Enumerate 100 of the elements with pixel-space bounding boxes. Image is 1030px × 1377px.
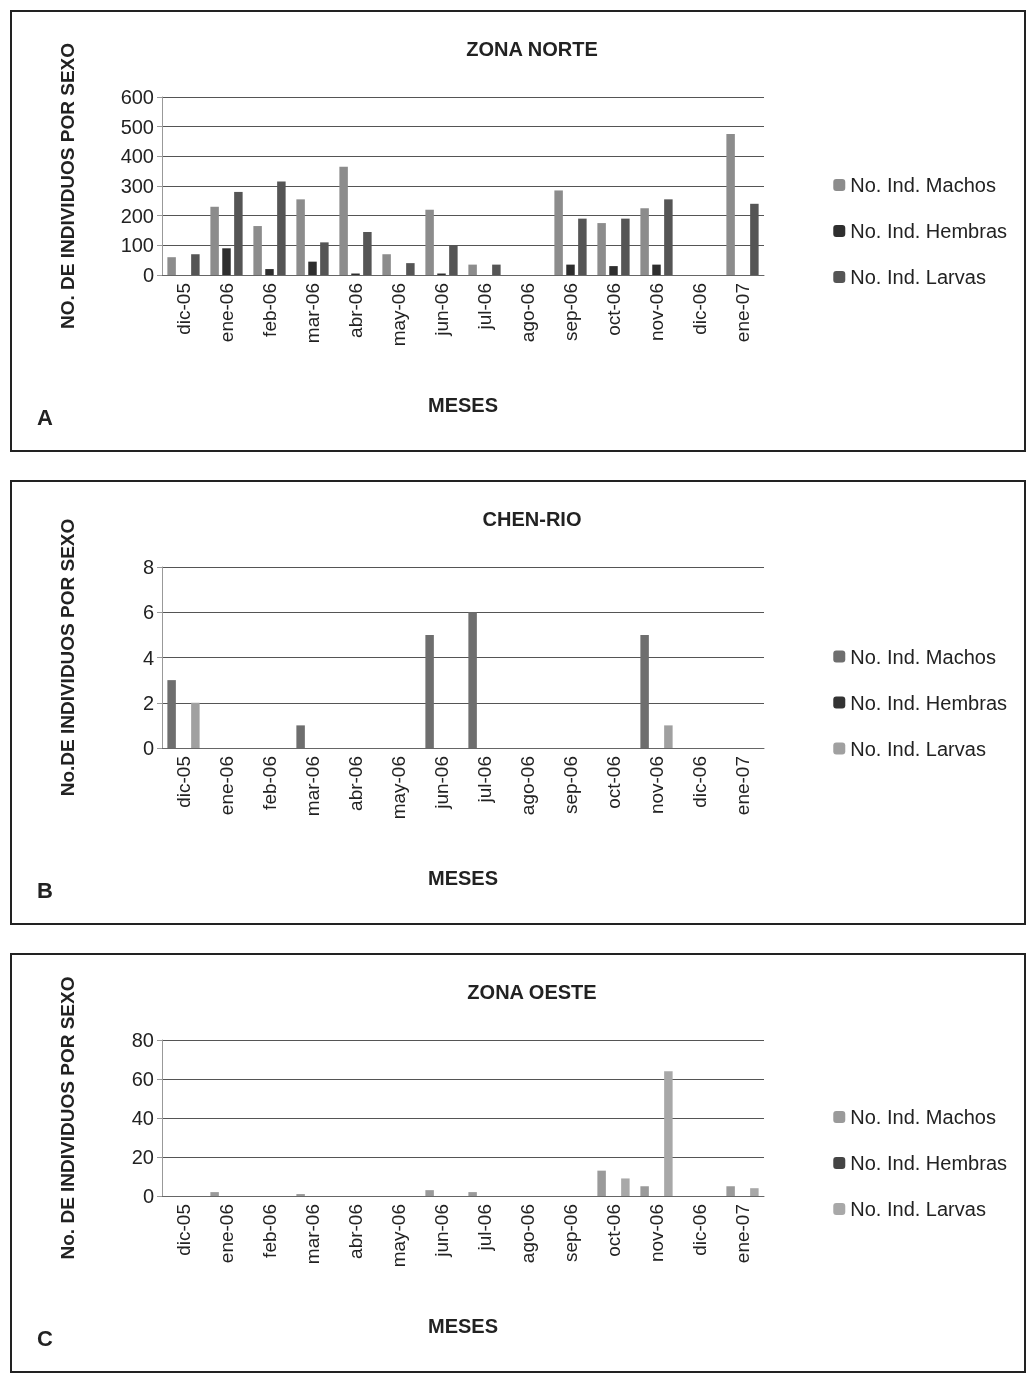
x-tick-label: jul-06 <box>474 283 495 331</box>
y-tick-label: 2 <box>142 691 154 714</box>
y-tick-label: 8 <box>142 556 154 578</box>
y-tick-label: 0 <box>142 264 154 286</box>
x-tick-label: ago-06 <box>517 283 538 343</box>
x-tick-label: sep-06 <box>560 1204 581 1263</box>
x-tick-label: oct-06 <box>603 1204 624 1257</box>
bar <box>382 254 391 275</box>
bar <box>652 264 661 275</box>
y-tick-label: 40 <box>131 1107 154 1129</box>
x-tick-label: feb-06 <box>259 756 280 810</box>
bar <box>339 166 348 275</box>
x-tick-label: abr-06 <box>345 283 366 338</box>
bar <box>425 1190 434 1196</box>
bar <box>621 1178 630 1196</box>
y-axis-title: NO. DE INDIVIDUOS POR SEXO <box>57 42 78 330</box>
bar <box>640 1186 649 1196</box>
x-tick-label: dic-06 <box>689 283 710 335</box>
y-tick-label: 4 <box>142 646 154 669</box>
x-tick-label: ene-06 <box>216 283 237 343</box>
bar <box>308 261 317 275</box>
bar <box>750 1188 759 1196</box>
x-tick-label: jun-06 <box>431 1204 452 1258</box>
bar <box>191 254 200 275</box>
x-tick-label: feb-06 <box>259 1204 280 1258</box>
y-tick-label: 500 <box>120 115 154 138</box>
x-tick-label: ene-07 <box>732 283 753 343</box>
legend-label: No. Ind. Larvas <box>850 266 986 288</box>
x-tick-label: oct-06 <box>603 283 624 336</box>
x-tick-label: ene-07 <box>732 1204 753 1264</box>
legend-label: No. Ind. Hembras <box>850 220 1008 242</box>
legend-label: No. Ind. Larvas <box>850 737 986 760</box>
bar <box>167 257 176 275</box>
bar <box>566 264 575 275</box>
x-tick-label: nov-06 <box>646 756 667 815</box>
x-tick-label: ene-07 <box>732 756 753 816</box>
y-tick-label: 6 <box>142 601 154 624</box>
bar <box>640 208 649 275</box>
y-tick-label: 100 <box>120 234 154 257</box>
legend-label: No. Ind. Machos <box>850 1106 996 1128</box>
y-tick-label: 200 <box>120 204 154 227</box>
bar <box>210 1192 219 1196</box>
y-tick-label: 300 <box>120 175 154 197</box>
legend-label: No. Ind. Machos <box>850 645 996 668</box>
x-tick-label: abr-06 <box>345 756 366 811</box>
bar <box>253 226 262 275</box>
x-tick-label: dic-06 <box>689 756 710 808</box>
bar <box>468 1192 477 1196</box>
x-tick-label: mar-06 <box>302 1204 323 1265</box>
x-tick-label: feb-06 <box>259 283 280 337</box>
x-axis-title: MESES <box>427 867 499 889</box>
x-tick-label: sep-06 <box>560 283 581 342</box>
x-tick-label: mar-06 <box>302 283 323 344</box>
bar <box>222 248 231 275</box>
y-tick-label: 20 <box>131 1146 154 1168</box>
x-tick-label: dic-05 <box>173 1204 194 1256</box>
bar <box>191 702 200 748</box>
y-tick-label: 400 <box>120 145 154 168</box>
x-tick-label: may-06 <box>388 283 409 347</box>
y-tick-label: 0 <box>142 1185 154 1207</box>
text: C <box>37 1325 53 1351</box>
y-axis-title: No. DE INDIVIDUOS POR SEXO <box>57 976 78 1260</box>
text: B <box>37 877 53 903</box>
x-tick-label: ago-06 <box>517 1204 538 1264</box>
x-tick-label: oct-06 <box>603 756 624 809</box>
bar <box>296 199 305 275</box>
bar <box>726 134 735 275</box>
y-tick-label: 60 <box>131 1068 154 1090</box>
y-axis-title: No.DE INDIVIDUOS POR SEXO <box>57 518 78 797</box>
x-tick-label: mar-06 <box>302 756 323 817</box>
bar <box>210 206 219 275</box>
x-tick-label: may-06 <box>388 1204 409 1268</box>
bar <box>468 264 477 275</box>
x-tick-label: nov-06 <box>646 1204 667 1263</box>
bar <box>609 266 618 275</box>
bar <box>425 209 434 275</box>
y-tick-label: 600 <box>120 86 154 108</box>
x-tick-label: jun-06 <box>431 756 452 810</box>
x-axis-title: MESES <box>427 394 499 416</box>
x-tick-label: nov-06 <box>646 283 667 342</box>
bar <box>265 269 274 275</box>
x-tick-label: sep-06 <box>560 756 581 815</box>
x-tick-label: dic-06 <box>689 1204 710 1256</box>
legend-label: No. Ind. Hembras <box>850 1152 1008 1174</box>
bar <box>597 223 606 275</box>
x-tick-label: jun-06 <box>431 283 452 337</box>
x-tick-label: abr-06 <box>345 1204 366 1259</box>
x-tick-label: jul-06 <box>474 1204 495 1252</box>
x-tick-label: dic-05 <box>173 756 194 808</box>
y-tick-label: 0 <box>142 737 154 759</box>
bar <box>492 264 501 275</box>
chart-title: ZONA NORTE <box>466 38 598 60</box>
chart-title: CHEN-RIO <box>482 508 582 530</box>
bar <box>726 1186 735 1196</box>
legend-label: No. Ind. Hembras <box>850 691 1008 714</box>
bar <box>406 263 415 275</box>
y-tick-label: 80 <box>131 1029 154 1051</box>
bar <box>597 1170 606 1196</box>
x-axis-title: MESES <box>427 1315 499 1337</box>
bar <box>664 1071 673 1196</box>
